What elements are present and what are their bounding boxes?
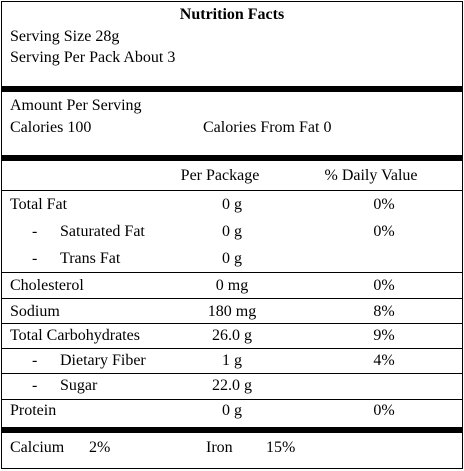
nutrient-name: Total Fat	[10, 196, 68, 213]
amount: 180 mg	[207, 303, 257, 320]
serving-size: Serving Size 28g	[10, 28, 120, 45]
rule	[2, 399, 462, 400]
daily-value: 0%	[373, 223, 395, 240]
thick-rule	[2, 427, 462, 433]
serving-per-pack: Serving Per Pack About 3	[10, 49, 176, 66]
daily-value: 4%	[373, 352, 395, 369]
amount: 0 g	[222, 196, 242, 213]
calcium-label: Calcium	[10, 439, 65, 456]
amount-heading: Amount Per Serving	[10, 97, 142, 114]
calcium-value: 2%	[89, 439, 111, 456]
indent-marker: -	[32, 377, 38, 394]
nutrient-name: Sugar	[60, 377, 98, 394]
rule	[2, 323, 462, 324]
daily-value: 8%	[373, 303, 395, 320]
calories: Calories 100	[10, 119, 92, 136]
amount: 26.0 g	[212, 327, 252, 344]
amount: 22.0 g	[212, 377, 252, 394]
thick-rule	[2, 155, 462, 161]
daily-value: 0%	[373, 402, 395, 419]
iron-label: Iron	[206, 439, 233, 456]
nutrient-name: Dietary Fiber	[60, 352, 146, 369]
amount: 0 g	[222, 402, 242, 419]
amount: 0 g	[222, 223, 242, 240]
daily-value: 0%	[373, 196, 395, 213]
rule	[2, 298, 462, 299]
calories-from-fat: Calories From Fat 0	[203, 119, 332, 136]
nutrient-name: Saturated Fat	[60, 223, 145, 240]
nutrient-name: Cholesterol	[10, 277, 84, 294]
rule	[2, 190, 462, 191]
rule	[2, 348, 462, 349]
nutrient-name: Protein	[10, 402, 57, 419]
thick-rule	[2, 86, 462, 92]
rule	[2, 272, 462, 273]
indent-marker: -	[32, 352, 38, 369]
nutrient-name: Total Carbohydrates	[10, 327, 140, 344]
iron-value: 15%	[266, 439, 296, 456]
title: Nutrition Facts	[179, 6, 285, 23]
daily-value: 0%	[373, 277, 395, 294]
amount: 0 mg	[215, 277, 249, 294]
amount: 0 g	[222, 250, 242, 267]
column-header: Per Package	[180, 167, 260, 184]
nutrient-name: Sodium	[10, 303, 60, 320]
amount: 1 g	[222, 352, 242, 369]
nutrient-name: Trans Fat	[60, 250, 121, 267]
rule	[2, 373, 462, 374]
daily-value: 9%	[373, 327, 395, 344]
column-header: % Daily Value	[324, 167, 418, 184]
indent-marker: -	[32, 223, 38, 240]
indent-marker: -	[32, 250, 38, 267]
